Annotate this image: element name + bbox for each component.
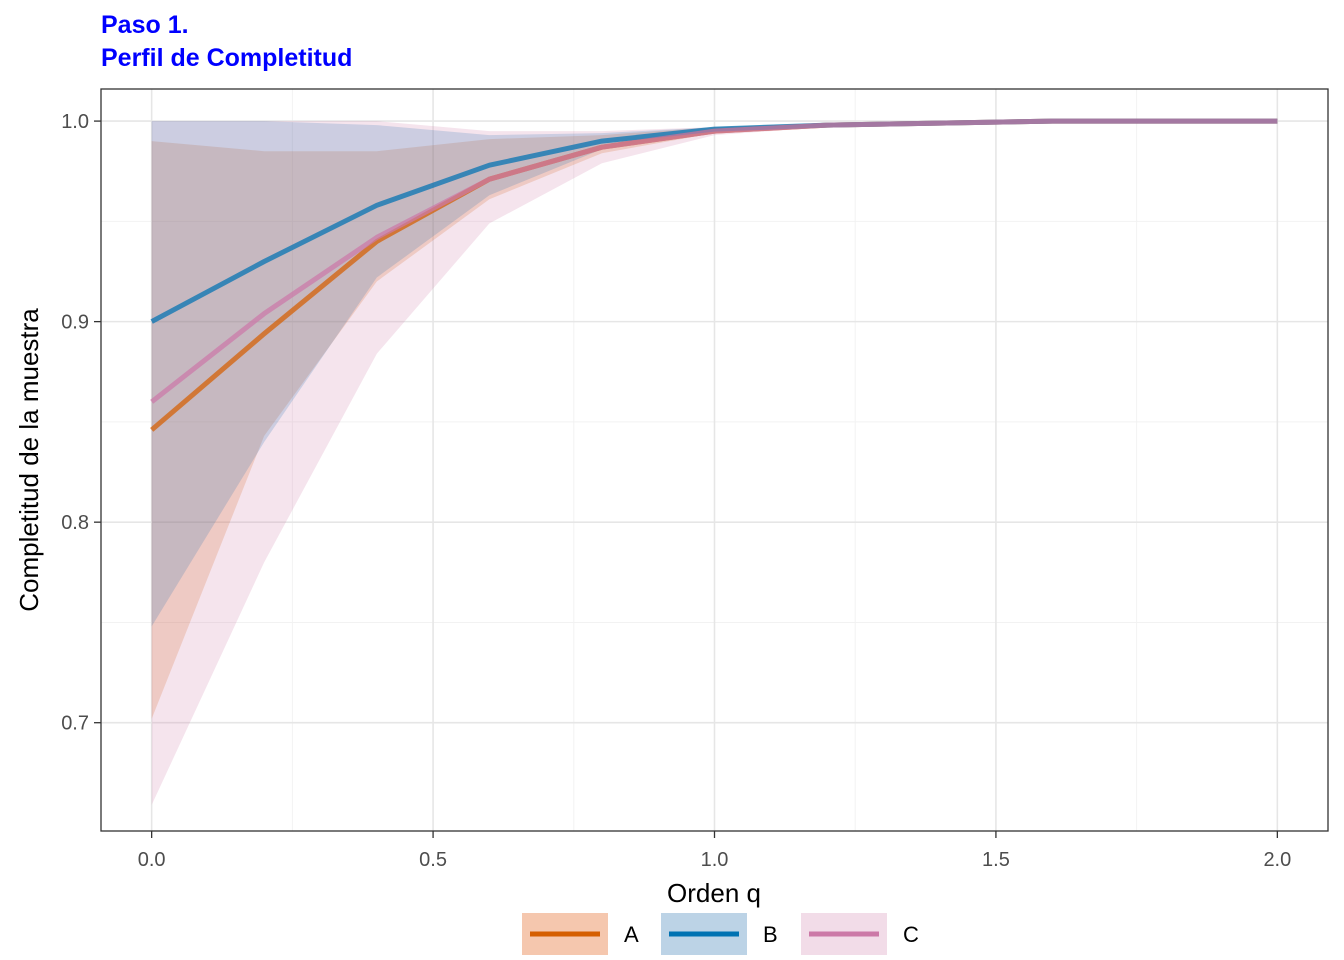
legend-label-b: B — [763, 922, 778, 947]
chart-subtitle: Perfil de Completitud — [101, 44, 353, 72]
chart-title: Paso 1. — [101, 11, 189, 39]
y-tick-label: 1.0 — [61, 111, 89, 133]
y-tick-label: 0.9 — [61, 312, 89, 334]
legend: A B C — [522, 913, 919, 955]
x-tick-label: 1.5 — [982, 849, 1010, 871]
ribbon-a — [151, 121, 1278, 719]
x-tick-label: 0.5 — [419, 849, 447, 871]
y-tick-label: 0.7 — [61, 713, 89, 735]
line-layer — [150, 118, 1278, 432]
ribbon-b — [151, 121, 1278, 627]
ribbon-c — [151, 121, 1278, 805]
x-tick-label: 1.0 — [701, 849, 729, 871]
x-tick-label: 2.0 — [1263, 849, 1291, 871]
axis-layer: 0.0 0.5 1.0 1.5 2.0 0.7 0.8 0.9 1.0 — [61, 111, 1291, 871]
legend-label-a: A — [624, 922, 639, 947]
y-tick-label: 0.8 — [61, 512, 89, 534]
x-axis-title: Orden q — [667, 878, 761, 908]
x-tick-label: 0.0 — [138, 849, 166, 871]
legend-label-c: C — [903, 922, 919, 947]
series-line-c — [150, 118, 1278, 404]
y-axis-title: Completitud de la muestra — [14, 308, 44, 612]
ribbon-layer — [151, 121, 1278, 805]
